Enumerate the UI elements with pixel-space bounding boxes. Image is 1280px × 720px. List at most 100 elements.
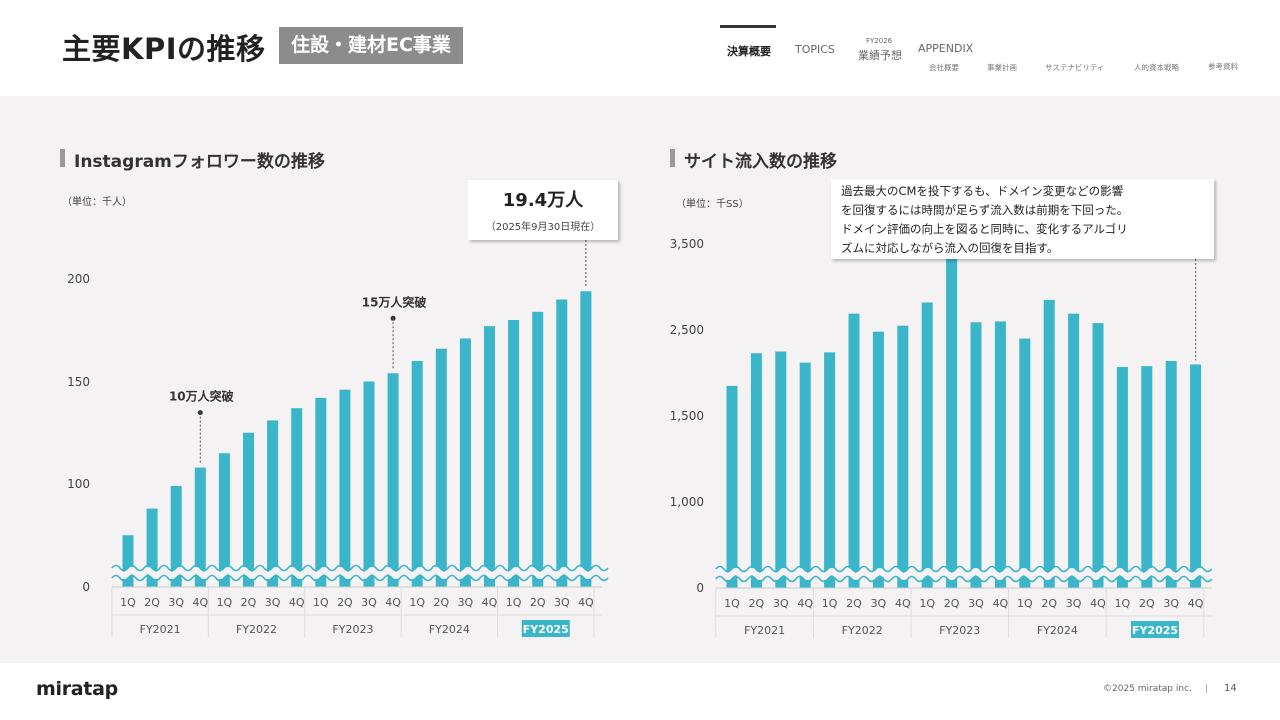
subnav-plan[interactable]: 事業計画 — [987, 63, 1017, 72]
axis-break-line — [715, 575, 1213, 583]
bar — [726, 385, 738, 588]
quarter-label: 4Q — [895, 597, 911, 610]
quarter-label: 3Q — [871, 597, 887, 610]
left-chart-unit: （単位：千人） — [62, 197, 132, 208]
bar — [435, 348, 447, 587]
bar — [459, 338, 471, 587]
bar — [411, 361, 423, 587]
fiscal-year-label: FY2022 — [842, 624, 883, 637]
traffic-note-line: を回復するには時間が足らず流入数は前期を下回った。 — [841, 203, 1129, 217]
quarter-label: 4Q — [1188, 597, 1204, 610]
quarter-label: 2Q — [144, 596, 160, 609]
subnav-sustainability[interactable]: サステナビリティ — [1045, 63, 1105, 72]
axis-break — [713, 568, 1215, 580]
quarter-label: 4Q — [993, 597, 1009, 610]
y-tick-label: 1,000 — [670, 495, 704, 509]
footer — [0, 663, 1280, 720]
quarter-label: 1Q — [313, 596, 329, 609]
fiscal-year-label: FY2021 — [140, 623, 181, 636]
quarter-label: 4Q — [578, 596, 594, 609]
bar — [363, 381, 375, 587]
bar — [775, 351, 787, 588]
bar — [556, 299, 568, 587]
quarter-label: 2Q — [749, 597, 765, 610]
fiscal-year-highlight — [521, 620, 570, 637]
header: 主要KPIの推移 住設・建材EC事業 決算概要 TOPICS FY2026 業績… — [0, 0, 1280, 96]
bar — [848, 313, 860, 588]
quarter-label: 1Q — [217, 596, 233, 609]
fiscal-year-label: FY2021 — [744, 624, 785, 637]
quarter-label: 2Q — [1139, 597, 1155, 610]
y-tick-label: 1,500 — [670, 409, 704, 423]
quarter-label: 2Q — [530, 596, 546, 609]
quarter-label: 3Q — [1163, 597, 1179, 610]
bar — [872, 331, 884, 588]
bar — [946, 250, 958, 588]
page-title: 主要KPIの推移 — [62, 32, 266, 66]
quarter-label: 2Q — [846, 597, 862, 610]
bar — [994, 321, 1006, 588]
bar — [291, 408, 303, 587]
fiscal-year-label: FY2023 — [332, 623, 373, 636]
traffic-note-line: ドメイン評価の向上を図ると同時に、変化するアルゴリ — [841, 222, 1128, 236]
subnav-human-capital[interactable]: 人的資本戦略 — [1134, 63, 1179, 72]
quarter-label: 2Q — [1041, 597, 1057, 610]
footer-separator: | — [1205, 684, 1209, 694]
follower-callout-date: （2025年9月30日現在） — [485, 222, 601, 233]
y-tick-label: 3,500 — [670, 237, 704, 251]
fiscal-year-label: FY2024 — [429, 623, 470, 636]
bar — [1019, 338, 1031, 588]
quarter-label: 1Q — [724, 597, 740, 610]
segment-badge: 住設・建材EC事業 — [279, 27, 463, 64]
quarter-label: 1Q — [1115, 597, 1131, 610]
nav-forecast-year[interactable]: FY2026 — [866, 37, 893, 45]
y-tick-label: 0 — [82, 580, 90, 594]
fiscal-year-label: FY2023 — [939, 624, 980, 637]
bar — [218, 453, 230, 587]
nav-kessan[interactable]: 決算概要 — [727, 45, 771, 58]
subnav-reference[interactable]: 参考資料 — [1208, 62, 1238, 71]
bar — [387, 373, 399, 587]
y-tick-label: 100 — [67, 477, 90, 491]
y-tick-label: 0 — [696, 581, 704, 595]
quarter-label: 2Q — [433, 596, 449, 609]
left-chart-title: Instagramフォロワー数の推移 — [60, 147, 325, 172]
fiscal-year-label: FY2025 — [523, 623, 569, 636]
right-chart-unit: （単位：千SS） — [676, 199, 749, 210]
bar — [170, 486, 182, 587]
traffic-note-line: 過去最大のCMを投下するも、ドメイン変更などの影響 — [841, 184, 1124, 198]
bar — [339, 389, 351, 587]
axis-break-line — [715, 565, 1213, 573]
page-number: 14 — [1224, 683, 1237, 694]
quarter-label: 4Q — [482, 596, 498, 609]
quarter-label: 2Q — [944, 597, 960, 610]
quarter-label: 3Q — [168, 596, 184, 609]
nav-appendix[interactable]: APPENDIX — [918, 42, 974, 55]
quarter-label: 3Q — [968, 597, 984, 610]
bar — [267, 420, 279, 587]
bar — [315, 397, 327, 587]
bar — [122, 535, 134, 587]
bar — [824, 352, 836, 588]
follower-callout: 19.4万人 （2025年9月30日現在） — [468, 180, 618, 240]
y-tick-label: 150 — [67, 375, 90, 389]
quarter-label: 1Q — [409, 596, 425, 609]
right-chart-title: サイト流入数の推移 — [670, 147, 837, 172]
annotation-label: 10万人突破 — [169, 389, 234, 404]
fiscal-year-label: FY2022 — [236, 623, 277, 636]
subnav-company[interactable]: 会社概要 — [929, 63, 959, 72]
fiscal-year-label: FY2025 — [1132, 624, 1178, 637]
bar — [484, 326, 495, 587]
quarter-label: 3Q — [458, 596, 474, 609]
quarter-label: 3Q — [361, 596, 377, 609]
fiscal-year-highlight — [1131, 621, 1179, 638]
bar — [243, 432, 254, 587]
bar — [146, 508, 158, 587]
quarter-label: 1Q — [1017, 597, 1033, 610]
quarter-label: 3Q — [554, 596, 570, 609]
fiscal-year-label: FY2024 — [1037, 624, 1078, 637]
nav-forecast[interactable]: 業績予想 — [858, 49, 902, 62]
bar — [1190, 364, 1202, 588]
nav-topics[interactable]: TOPICS — [795, 43, 835, 56]
quarter-label: 4Q — [1090, 597, 1106, 610]
